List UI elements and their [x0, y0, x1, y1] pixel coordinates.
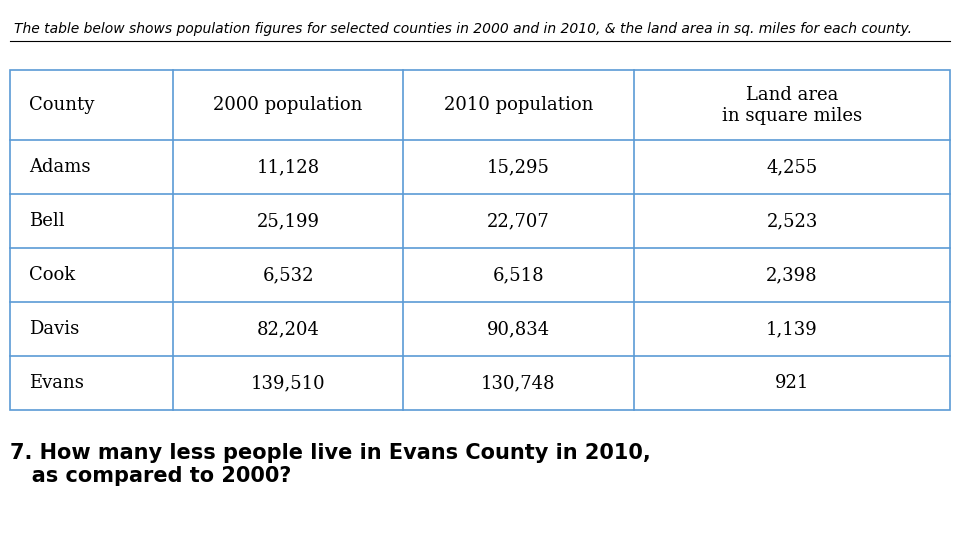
Text: Adams: Adams — [29, 158, 90, 177]
Text: Bell: Bell — [29, 212, 64, 231]
Text: 139,510: 139,510 — [251, 374, 325, 393]
Text: 22,707: 22,707 — [487, 212, 550, 231]
Text: 1,139: 1,139 — [766, 320, 818, 339]
Text: 90,834: 90,834 — [487, 320, 550, 339]
Text: The table below shows population figures for selected counties in 2000 and in 20: The table below shows population figures… — [14, 22, 912, 36]
Text: 25,199: 25,199 — [256, 212, 320, 231]
Text: 921: 921 — [775, 374, 809, 393]
Text: Cook: Cook — [29, 266, 75, 285]
Text: 4,255: 4,255 — [766, 158, 818, 177]
Text: County: County — [29, 96, 94, 114]
Text: 82,204: 82,204 — [256, 320, 320, 339]
Text: Evans: Evans — [29, 374, 84, 393]
Text: 2010 population: 2010 population — [444, 96, 593, 114]
Text: Land area
in square miles: Land area in square miles — [722, 86, 862, 125]
Text: 130,748: 130,748 — [481, 374, 556, 393]
Text: 6,518: 6,518 — [492, 266, 544, 285]
Text: 7. How many less people live in Evans County in 2010,
   as compared to 2000?: 7. How many less people live in Evans Co… — [10, 443, 650, 486]
Text: 15,295: 15,295 — [487, 158, 550, 177]
Text: 2,398: 2,398 — [766, 266, 818, 285]
Text: 2000 population: 2000 population — [213, 96, 363, 114]
Text: 11,128: 11,128 — [256, 158, 320, 177]
Text: 2,523: 2,523 — [766, 212, 818, 231]
Text: 6,532: 6,532 — [262, 266, 314, 285]
Text: Davis: Davis — [29, 320, 79, 339]
